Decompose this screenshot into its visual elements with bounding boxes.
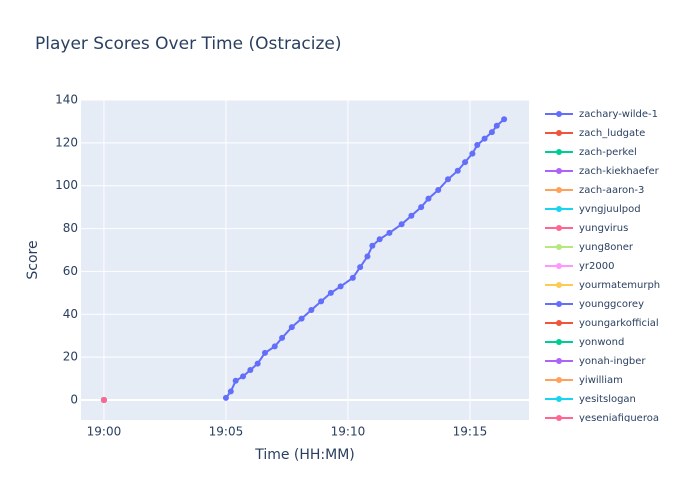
legend-label: yesitslogan — [579, 394, 636, 405]
data-point — [435, 187, 442, 194]
legend-label: yeseniafigueroa — [579, 413, 659, 424]
data-point — [298, 315, 305, 322]
x-tick-label: 19:10 — [331, 425, 366, 439]
legend-label: zach_ludgate — [579, 128, 645, 139]
data-point — [247, 367, 254, 374]
chart-title: Player Scores Over Time (Ostracize) — [35, 34, 342, 54]
data-point — [418, 204, 425, 211]
data-point — [279, 334, 286, 341]
y-tick-label: 60 — [63, 264, 78, 278]
legend-marker — [556, 415, 562, 421]
y-tick-label: 40 — [63, 307, 78, 321]
legend-label: yvngjuulpod — [579, 204, 641, 215]
x-tick-label: 19:05 — [209, 425, 244, 439]
data-point — [488, 129, 495, 136]
data-point — [454, 167, 461, 174]
legend-marker — [556, 187, 562, 193]
legend-label: younggcorey — [579, 299, 644, 310]
legend-label: yourmatemurph — [579, 280, 660, 291]
legend-label: yr2000 — [579, 261, 614, 272]
legend-label: zachary-wilde-1 — [579, 109, 658, 120]
legend-marker — [556, 320, 562, 326]
data-point — [271, 343, 278, 350]
data-point — [481, 135, 488, 142]
data-point — [364, 253, 371, 260]
data-point — [357, 264, 364, 271]
data-point — [469, 150, 476, 157]
x-axis-title: Time (HH:MM) — [254, 447, 355, 463]
legend-marker — [556, 149, 562, 155]
legend-label: yiwilliam — [579, 375, 623, 386]
data-point — [261, 349, 268, 356]
legend-marker — [556, 244, 562, 250]
data-point — [376, 236, 383, 243]
legend-marker — [556, 339, 562, 345]
data-point — [444, 176, 451, 183]
legend-label: yonah-ingber — [579, 356, 646, 367]
legend-marker — [556, 225, 562, 231]
legend-marker — [556, 111, 562, 117]
data-point — [337, 283, 344, 290]
legend-label: yungvirus — [579, 223, 628, 234]
legend-label: zach-perkel — [579, 147, 637, 158]
legend-label: yonwond — [579, 337, 624, 348]
data-point — [254, 360, 261, 367]
y-tick-label: 140 — [55, 93, 78, 107]
data-point — [398, 221, 405, 228]
y-axis-title: Score — [25, 240, 41, 279]
legend-marker — [556, 396, 562, 402]
grid — [81, 99, 529, 420]
legend-label: zach-kiekhaefer — [579, 166, 660, 177]
data-point — [327, 289, 334, 296]
data — [100, 116, 508, 404]
data-point — [386, 229, 393, 236]
data-point — [288, 324, 295, 331]
data-point — [318, 298, 325, 305]
data-point — [474, 142, 481, 149]
data-point — [240, 373, 247, 380]
data-point — [100, 397, 107, 404]
legend-marker — [556, 263, 562, 269]
y-tick-label: 100 — [55, 178, 78, 192]
data-point — [349, 274, 356, 281]
data-point — [232, 377, 239, 384]
legend: zachary-wilde-1 zach_ludgate zach-perkel za… — [545, 109, 660, 424]
y-tick-label: 120 — [55, 135, 78, 149]
legend-label: youngarkofficial — [579, 318, 659, 329]
legend-label: yung8oner — [579, 242, 634, 253]
plot-background — [81, 100, 529, 420]
legend-marker — [556, 377, 562, 383]
legend-marker — [556, 206, 562, 212]
legend-marker — [556, 168, 562, 174]
legend-marker — [556, 301, 562, 307]
legend-marker — [556, 130, 562, 136]
data-point — [222, 394, 229, 401]
y-tick-label: 0 — [70, 393, 78, 407]
y-tick-label: 20 — [63, 350, 78, 364]
x-tick-label: 19:15 — [453, 425, 488, 439]
data-point — [493, 122, 500, 129]
data-point — [369, 242, 376, 249]
data-point — [425, 195, 432, 202]
data-point — [501, 116, 508, 123]
legend-marker — [556, 358, 562, 364]
legend-marker — [556, 282, 562, 288]
data-point — [308, 307, 315, 314]
x-tick-label: 19:00 — [87, 425, 122, 439]
y-tick-label: 80 — [63, 221, 78, 235]
legend-label: zach-aaron-3 — [579, 185, 644, 196]
data-point — [408, 212, 415, 219]
data-point — [227, 388, 234, 395]
data-point — [462, 159, 469, 166]
